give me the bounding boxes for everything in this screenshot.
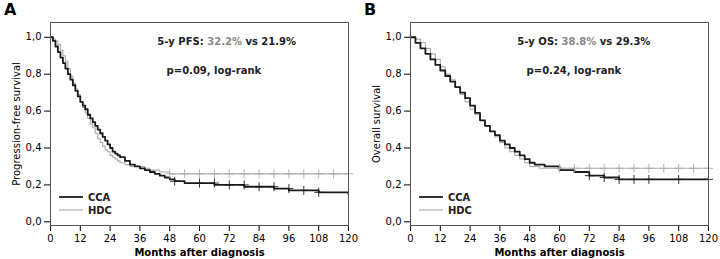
html-text:p=0.09, log-rank: p=0.09, log-rank <box>166 64 262 76</box>
svg-text:12: 12 <box>74 233 87 244</box>
svg-text:0,8: 0,8 <box>26 68 42 79</box>
svg-text:60: 60 <box>193 233 206 244</box>
svg-text:Progression-free survival: Progression-free survival <box>11 62 22 186</box>
svg-text:0,6: 0,6 <box>26 105 42 116</box>
svg-text:108: 108 <box>669 233 688 244</box>
html-text:CCA: CCA <box>87 191 111 203</box>
svg-text:0,8: 0,8 <box>386 68 402 79</box>
svg-text:Months after diagnosis: Months after diagnosis <box>134 247 264 258</box>
svg-text:0,0: 0,0 <box>26 216 42 227</box>
svg-text:12: 12 <box>434 233 447 244</box>
svg-text:0,4: 0,4 <box>26 142 42 153</box>
svg-text:0,4: 0,4 <box>386 142 402 153</box>
svg-text:0,2: 0,2 <box>26 179 42 190</box>
svg-text:48: 48 <box>523 233 536 244</box>
svg-text:1,0: 1,0 <box>386 31 402 42</box>
html-text:5-y PFS: 32.2% vs 21.9%: 5-y PFS: 32.2% vs 21.9% <box>157 36 297 48</box>
svg-text:0,2: 0,2 <box>386 179 402 190</box>
svg-text:108: 108 <box>309 233 328 244</box>
html-text:CCA: CCA <box>447 191 471 203</box>
svg-text:84: 84 <box>613 233 626 244</box>
svg-text:72: 72 <box>583 233 596 244</box>
html-text:A: A <box>4 0 17 19</box>
svg-text:120: 120 <box>699 233 718 244</box>
svg-text:0,6: 0,6 <box>386 105 402 116</box>
svg-text:0: 0 <box>47 233 53 244</box>
svg-text:36: 36 <box>134 233 147 244</box>
svg-text:1,0: 1,0 <box>26 31 42 42</box>
svg-text:84: 84 <box>253 233 266 244</box>
html-text:p=0.24, log-rank: p=0.24, log-rank <box>526 64 622 76</box>
svg-text:96: 96 <box>283 233 296 244</box>
svg-text:120: 120 <box>339 233 358 244</box>
svg-text:0: 0 <box>407 233 413 244</box>
svg-text:72: 72 <box>223 233 236 244</box>
svg-text:Months after diagnosis: Months after diagnosis <box>494 247 624 258</box>
svg-text:24: 24 <box>464 233 477 244</box>
html-text:B: B <box>364 0 377 19</box>
svg-text:60: 60 <box>553 233 566 244</box>
html-text:HDC: HDC <box>447 204 472 216</box>
svg-text:Overall survival: Overall survival <box>371 85 382 163</box>
svg-text:96: 96 <box>643 233 656 244</box>
svg-text:0,0: 0,0 <box>386 216 402 227</box>
html-text:5-y OS: 38.8% vs 29.3%: 5-y OS: 38.8% vs 29.3% <box>517 36 651 48</box>
html-text:HDC: HDC <box>87 204 112 216</box>
svg-text:36: 36 <box>494 233 507 244</box>
svg-text:48: 48 <box>163 233 176 244</box>
svg-text:24: 24 <box>104 233 117 244</box>
